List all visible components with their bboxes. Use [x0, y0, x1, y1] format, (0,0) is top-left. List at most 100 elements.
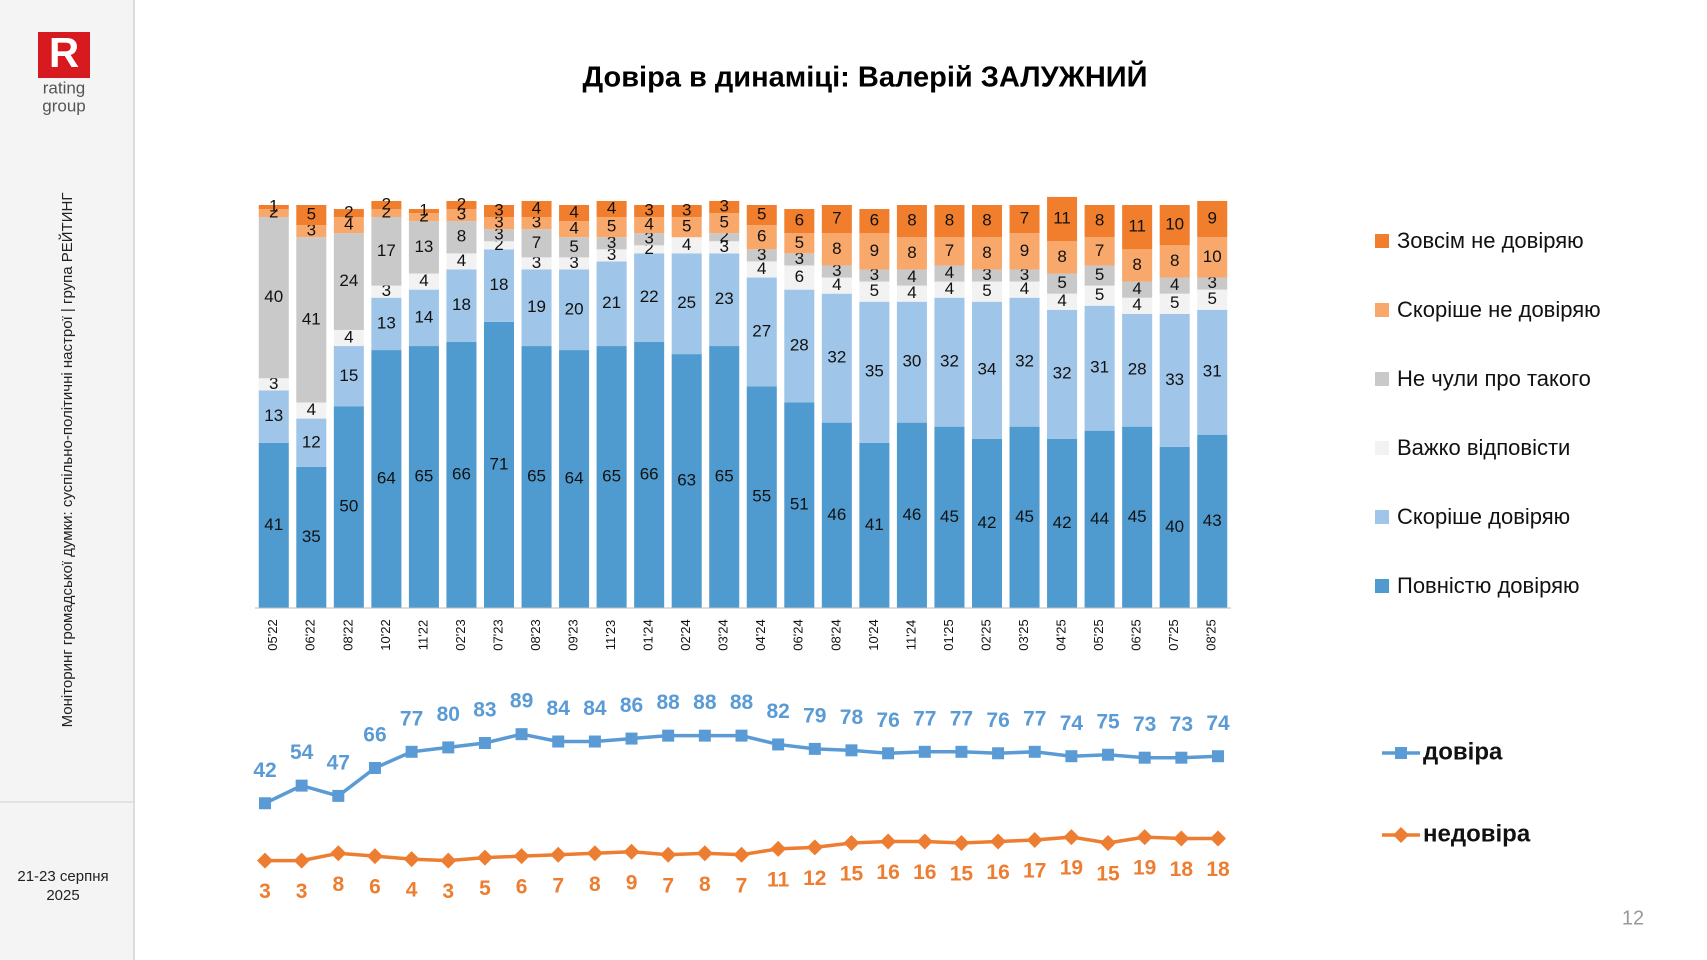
bar-segment [596, 237, 627, 250]
data-label: 86 [620, 694, 643, 717]
data-label: 4 [607, 199, 616, 218]
data-label: 42 [978, 513, 997, 532]
point [625, 732, 638, 745]
point [1212, 750, 1224, 763]
bar-segment [746, 225, 777, 250]
bar-segment [1047, 196, 1078, 242]
bar-segment [559, 257, 590, 270]
data-label: 33 [1165, 370, 1184, 389]
data-label: 2 [494, 235, 503, 254]
point [330, 845, 347, 862]
data-label: 46 [827, 505, 846, 524]
point [990, 833, 1007, 850]
data-label: 17 [1023, 860, 1046, 883]
bar-segment [371, 217, 402, 286]
bar-segment [483, 249, 515, 322]
data-label: 4 [907, 267, 916, 286]
data-label: 5 [682, 217, 691, 236]
x-tick-label: 08'22 [340, 619, 355, 650]
point [698, 729, 711, 742]
bar-segment [634, 205, 665, 218]
logo-letter: R [49, 29, 79, 76]
data-label: 45 [940, 507, 959, 526]
x-tick-label: 01'25 [941, 619, 956, 650]
bar-segment [859, 269, 890, 282]
point [1175, 751, 1188, 764]
bar-segment [296, 225, 327, 238]
bar-segment [746, 205, 777, 226]
point [623, 843, 640, 860]
data-label: 5 [1095, 265, 1104, 284]
bar-segment [1009, 281, 1040, 298]
data-label: 77 [1023, 707, 1046, 730]
data-label: 32 [1053, 364, 1072, 383]
x-tick-label: 07'23 [490, 619, 505, 650]
legend-swatch [1375, 441, 1389, 455]
data-label: 66 [363, 724, 386, 747]
data-label: 5 [569, 237, 578, 256]
data-label: 42 [253, 759, 276, 782]
bar-segment [1084, 430, 1115, 608]
data-label: 27 [752, 321, 771, 340]
bar-segment [934, 265, 965, 282]
bar-segment [596, 217, 627, 238]
date: 2025 [46, 887, 79, 904]
bar-segment [1122, 297, 1153, 314]
data-label: 20 [565, 299, 584, 318]
data-label: 71 [490, 454, 509, 473]
data-label: 66 [640, 464, 659, 483]
bar-segment [1084, 265, 1115, 286]
point [588, 735, 601, 748]
data-label: 4 [344, 327, 353, 346]
legend-swatch [1375, 234, 1389, 248]
bar-segment [784, 289, 815, 403]
data-label: 77 [400, 707, 423, 730]
data-label: 65 [414, 467, 433, 486]
data-label: 14 [414, 307, 433, 326]
bar-segment [709, 253, 740, 347]
bar-segment [821, 265, 852, 278]
point [366, 848, 383, 865]
data-label: 28 [790, 336, 809, 355]
data-label: 5 [795, 233, 804, 252]
bar-segment [784, 253, 815, 266]
bar-segment [483, 229, 515, 242]
bar-segment [371, 285, 402, 298]
point [513, 848, 530, 865]
sidebar [0, 0, 134, 960]
data-label: 11 [1128, 217, 1146, 236]
data-label: 4 [406, 879, 418, 902]
bar-segment [446, 253, 477, 270]
data-label: 51 [790, 495, 809, 514]
point [293, 852, 310, 869]
point [916, 833, 933, 850]
x-tick-label: 10'24 [866, 619, 881, 650]
logo-text: group [42, 96, 85, 115]
data-label: 63 [677, 471, 696, 490]
bar-segment [521, 229, 552, 258]
data-label: 15 [950, 862, 974, 885]
data-label: 3 [259, 880, 271, 903]
bar-segment [821, 205, 852, 234]
bar-segment [971, 281, 1003, 302]
data-label: 18 [452, 295, 471, 314]
point [845, 744, 858, 757]
legend-swatch [1375, 579, 1389, 593]
x-tick-label: 06'22 [303, 619, 318, 650]
data-label: 5 [870, 281, 879, 300]
bar-segment [971, 269, 1003, 282]
data-label: 3 [719, 196, 728, 215]
bar-segment [258, 390, 289, 443]
x-tick-label: 09'23 [566, 619, 581, 650]
data-label: 2 [382, 194, 391, 213]
data-label: 4 [344, 215, 353, 234]
bar-segment [1122, 281, 1153, 298]
data-label: 6 [795, 267, 804, 286]
data-label: 1 [419, 201, 428, 220]
data-label: 65 [527, 467, 546, 486]
point [1028, 745, 1041, 758]
data-label: 4 [1057, 291, 1066, 310]
bar-segment [1009, 297, 1040, 427]
bar-segment [521, 200, 552, 218]
bar-segment [1047, 438, 1078, 608]
